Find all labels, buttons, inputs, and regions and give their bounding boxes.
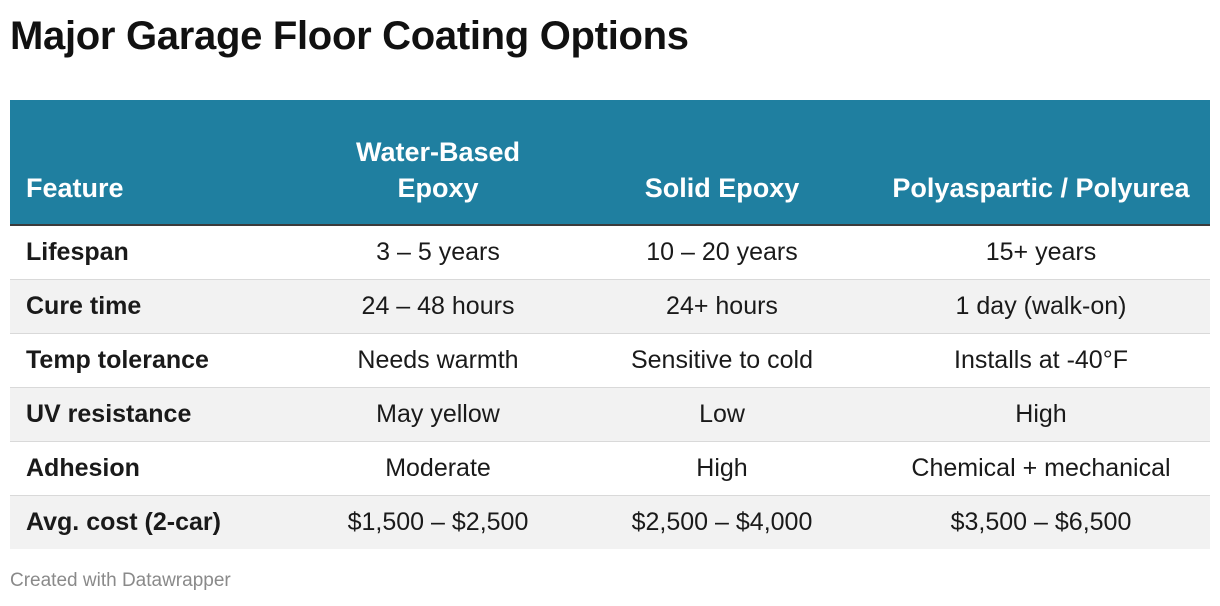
column-header-feature: Feature [26,173,124,203]
table-row: UV resistance May yellow Low High [10,387,1210,442]
table-cell: 1 day (walk-on) [872,279,1210,334]
row-label-avg-cost: Avg. cost (2-car) [10,495,304,549]
table-cell: 10 – 20 years [572,225,872,280]
row-label-adhesion: Adhesion [10,441,304,496]
table-cell: Low [572,387,872,442]
table-cell: 3 – 5 years [304,225,572,280]
table-cell: $2,500 – $4,000 [572,495,872,549]
table-cell: 15+ years [872,225,1210,280]
table-cell: Installs at -40°F [872,333,1210,388]
table-cell: Chemical + mechanical [872,441,1210,496]
table-cell: $1,500 – $2,500 [304,495,572,549]
column-header-water-based-epoxy: Water-Based Epoxy [355,137,521,203]
row-label-lifespan: Lifespan [10,225,304,280]
table-row: Avg. cost (2-car) $1,500 – $2,500 $2,500… [10,495,1210,549]
table-cell: May yellow [304,387,572,442]
row-label-cure-time: Cure time [10,279,304,334]
table-cell: 24+ hours [572,279,872,334]
page-title: Major Garage Floor Coating Options [10,14,689,58]
coating-comparison-table: Feature Water-Based Epoxy Solid Epoxy Po… [10,100,1210,549]
table-row: Adhesion Moderate High Chemical + mechan… [10,441,1210,496]
table-cell: High [872,387,1210,442]
table-cell: High [572,441,872,496]
table-cell: 24 – 48 hours [304,279,572,334]
column-header-polyaspartic-polyurea: Polyaspartic / Polyurea [892,173,1190,203]
table-cell: Needs warmth [304,333,572,388]
table-cell: Moderate [304,441,572,496]
datawrapper-credit: Created with Datawrapper [10,570,231,591]
table-header-row: Feature Water-Based Epoxy Solid Epoxy Po… [10,100,1210,225]
table-row: Lifespan 3 – 5 years 10 – 20 years 15+ y… [10,225,1210,280]
table-cell: Sensitive to cold [572,333,872,388]
row-label-temp-tolerance: Temp tolerance [10,333,304,388]
table-row: Cure time 24 – 48 hours 24+ hours 1 day … [10,279,1210,334]
table-row: Temp tolerance Needs warmth Sensitive to… [10,333,1210,388]
table-cell: $3,500 – $6,500 [872,495,1210,549]
column-header-solid-epoxy: Solid Epoxy [644,173,800,203]
row-label-uv-resistance: UV resistance [10,387,304,442]
